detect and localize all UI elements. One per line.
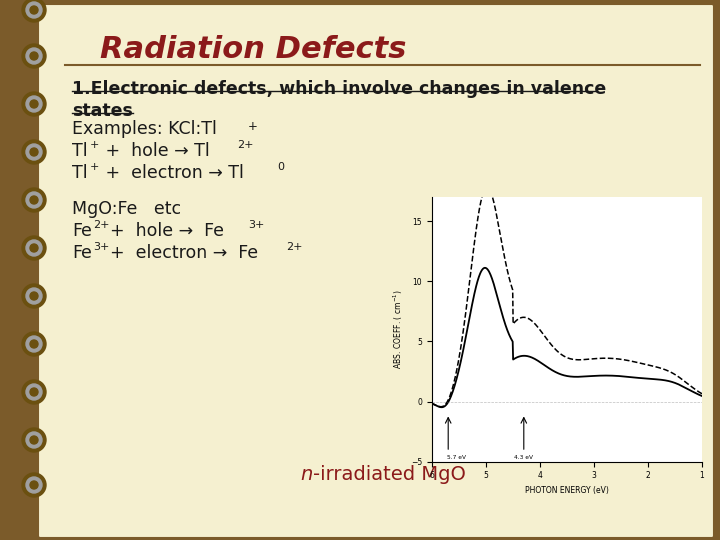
Circle shape xyxy=(30,292,38,300)
Text: +: + xyxy=(90,162,99,172)
Circle shape xyxy=(26,240,42,256)
Text: +  electron → Tl: + electron → Tl xyxy=(100,164,244,182)
Circle shape xyxy=(22,473,46,497)
Circle shape xyxy=(26,2,42,18)
Text: +: + xyxy=(248,120,258,133)
Circle shape xyxy=(22,428,46,452)
Circle shape xyxy=(26,384,42,400)
Text: 1.Electronic defects, which involve changes in valence: 1.Electronic defects, which involve chan… xyxy=(72,80,606,98)
Circle shape xyxy=(30,244,38,252)
Text: 5.7 eV: 5.7 eV xyxy=(447,455,466,460)
Text: 3+: 3+ xyxy=(93,242,109,252)
Text: 0: 0 xyxy=(277,162,284,172)
Text: Fe: Fe xyxy=(72,244,92,262)
Circle shape xyxy=(30,6,38,14)
Circle shape xyxy=(22,332,46,356)
FancyBboxPatch shape xyxy=(38,4,714,538)
Circle shape xyxy=(22,44,46,68)
Circle shape xyxy=(26,477,42,493)
Text: -irradiated MgO: -irradiated MgO xyxy=(313,465,466,484)
Text: Tl: Tl xyxy=(72,142,88,160)
Circle shape xyxy=(30,481,38,489)
Circle shape xyxy=(22,92,46,116)
Circle shape xyxy=(30,148,38,156)
Circle shape xyxy=(26,192,42,208)
Text: 4.3 eV: 4.3 eV xyxy=(514,455,534,460)
Circle shape xyxy=(22,188,46,212)
Circle shape xyxy=(22,284,46,308)
Text: Tl: Tl xyxy=(72,164,88,182)
Circle shape xyxy=(22,140,46,164)
Circle shape xyxy=(26,288,42,304)
Text: +  hole →  Fe: + hole → Fe xyxy=(110,222,224,240)
Circle shape xyxy=(30,196,38,204)
Text: Examples: KCl:Tl: Examples: KCl:Tl xyxy=(72,120,217,138)
Text: +  hole → Tl: + hole → Tl xyxy=(100,142,210,160)
Text: n: n xyxy=(300,465,312,484)
Circle shape xyxy=(26,48,42,64)
Text: MgO:Fe   etc: MgO:Fe etc xyxy=(72,200,181,218)
Text: 2+: 2+ xyxy=(286,242,302,252)
Y-axis label: ABS. COEFF. ( cm$^{-1}$): ABS. COEFF. ( cm$^{-1}$) xyxy=(392,289,405,369)
Text: Fe: Fe xyxy=(72,222,92,240)
Circle shape xyxy=(26,432,42,448)
Circle shape xyxy=(30,52,38,60)
Circle shape xyxy=(30,100,38,108)
Circle shape xyxy=(30,388,38,396)
Text: 3+: 3+ xyxy=(248,220,264,230)
Circle shape xyxy=(22,236,46,260)
Circle shape xyxy=(26,336,42,352)
Text: 2+: 2+ xyxy=(93,220,109,230)
Circle shape xyxy=(22,0,46,22)
Circle shape xyxy=(30,436,38,444)
Circle shape xyxy=(22,380,46,404)
Circle shape xyxy=(26,144,42,160)
Text: 2+: 2+ xyxy=(237,140,253,150)
Text: Radiation Defects: Radiation Defects xyxy=(100,35,406,64)
Text: states: states xyxy=(72,102,133,120)
Text: +  electron →  Fe: + electron → Fe xyxy=(110,244,258,262)
X-axis label: PHOTON ENERGY (eV): PHOTON ENERGY (eV) xyxy=(525,486,609,495)
Circle shape xyxy=(26,96,42,112)
Text: +: + xyxy=(90,140,99,150)
Circle shape xyxy=(30,340,38,348)
